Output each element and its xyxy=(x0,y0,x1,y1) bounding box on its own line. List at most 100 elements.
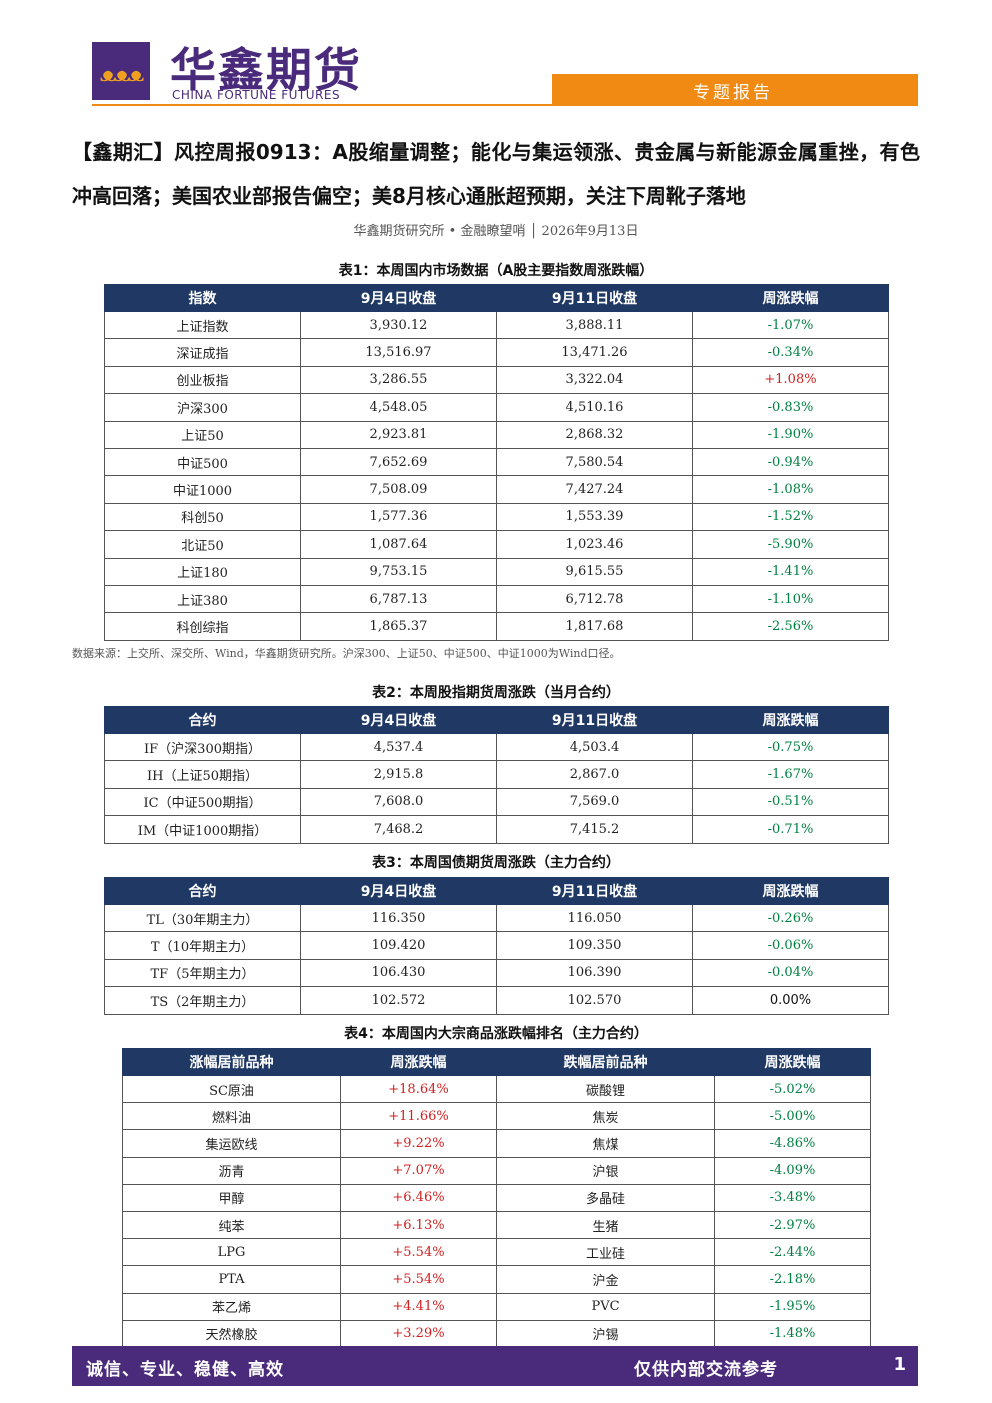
table-cell: 沥青 xyxy=(122,1156,341,1185)
table-cell: 碳酸锂 xyxy=(496,1074,715,1104)
table-cell: +7.07% xyxy=(340,1156,497,1185)
table3-caption: 表3：本周国债期货周涨跌（主力合约） xyxy=(372,855,620,871)
table-cell: 4,510.16 xyxy=(496,393,693,422)
table-cell: 创业板指 xyxy=(104,365,301,395)
table-cell: +11.66% xyxy=(340,1102,497,1131)
report-title: 【鑫期汇】风控周报0913：A股缩量调整；能化与集运领涨、贵金属与新能源金属重挫… xyxy=(72,140,920,208)
table-cell: 沪银 xyxy=(496,1156,715,1185)
table-cell: 106.430 xyxy=(300,958,497,988)
table2-caption: 表2：本周股指期货周涨跌（当月合约） xyxy=(372,685,620,701)
table-row: TL（30年期主力） 116.350 116.050 -0.26% xyxy=(104,903,889,933)
table-cell: -2.56% xyxy=(692,612,889,641)
table-cell: -1.90% xyxy=(692,420,889,449)
column-header: 9月4日收盘 xyxy=(300,284,497,312)
table-cell: -1.95% xyxy=(714,1292,871,1321)
table-cell: 7,427.24 xyxy=(496,475,693,504)
table-cell: 天然橡胶 xyxy=(122,1319,341,1348)
table-cell: 2,867.0 xyxy=(496,760,693,789)
table-cell: -1.10% xyxy=(692,584,889,614)
table-cell: -2.18% xyxy=(714,1265,871,1294)
table2-index-futures: 合约 9月4日收盘 9月11日收盘 周涨跌幅 IF（沪深300期指） 4,537.4 4,5… xyxy=(104,706,889,844)
table-row: 沪深300 4,548.05 4,510.16 -0.83% xyxy=(104,393,889,422)
table-cell: 科创50 xyxy=(104,502,301,532)
table-cell: 3,322.04 xyxy=(496,365,693,395)
table-cell: LPG xyxy=(122,1238,341,1267)
table-cell: +18.64% xyxy=(340,1074,497,1104)
table4-commodity-ranking: 涨幅居前品种 周涨跌幅 跌幅居前品种 周涨跌幅 SC原油 +18.64% 碳酸锂 -5.02%… xyxy=(122,1048,871,1348)
table-cell: -1.41% xyxy=(692,557,889,586)
table-cell: 9,615.55 xyxy=(496,557,693,586)
table-cell: 102.570 xyxy=(496,986,693,1015)
table-cell: 2,915.8 xyxy=(300,760,497,789)
table-header-row: 合约 9月4日收盘 9月11日收盘 周涨跌幅 xyxy=(104,706,889,734)
table-row: 北证50 1,087.64 1,023.46 -5.90% xyxy=(104,530,889,559)
table-cell: 上证180 xyxy=(104,557,301,586)
table-cell: -1.52% xyxy=(692,502,889,532)
footer-slogan: 诚信、专业、稳健、高效 xyxy=(86,1360,284,1380)
table-cell: +3.29% xyxy=(340,1319,497,1348)
table-cell: +6.46% xyxy=(340,1183,497,1212)
table-cell: 甲醇 xyxy=(122,1183,341,1212)
table-row: 深证成指 13,516.97 13,471.26 -0.34% xyxy=(104,338,889,367)
table-cell: TS（2年期主力） xyxy=(104,986,301,1015)
table-cell: -0.51% xyxy=(692,787,889,817)
table-cell: 13,471.26 xyxy=(496,338,693,367)
table-cell: 中证1000 xyxy=(104,475,301,504)
table-cell: 上证380 xyxy=(104,584,301,614)
table-cell: +9.22% xyxy=(340,1129,497,1158)
table-cell: +6.13% xyxy=(340,1210,497,1240)
table-cell: -1.07% xyxy=(692,310,889,340)
column-header: 跌幅居前品种 xyxy=(496,1048,715,1076)
table-cell: +1.08% xyxy=(692,365,889,395)
table-cell: +4.41% xyxy=(340,1292,497,1321)
table-cell: 纯苯 xyxy=(122,1210,341,1240)
table-cell: 7,508.09 xyxy=(300,475,497,504)
table-cell: 0.00% xyxy=(692,986,889,1015)
column-header: 合约 xyxy=(104,877,301,905)
table-cell: 102.572 xyxy=(300,986,497,1015)
table-cell: 沪锡 xyxy=(496,1319,715,1348)
table-header-row: 指数 9月4日收盘 9月11日收盘 周涨跌幅 xyxy=(104,284,889,312)
table-header-row: 合约 9月4日收盘 9月11日收盘 周涨跌幅 xyxy=(104,877,889,905)
table-row: IC（中证500期指） 7,608.0 7,569.0 -0.51% xyxy=(104,787,889,817)
table-cell: 7,608.0 xyxy=(300,787,497,817)
table-cell: 109.350 xyxy=(496,931,693,960)
table-cell: 6,787.13 xyxy=(300,584,497,614)
table-cell: -0.83% xyxy=(692,393,889,422)
table-cell: 13,516.97 xyxy=(300,338,497,367)
table-cell: 1,553.39 xyxy=(496,502,693,532)
table-cell: 沪金 xyxy=(496,1265,715,1294)
page-footer: 诚信、专业、稳健、高效 仅供内部交流参考 1 xyxy=(72,1346,918,1386)
table-cell: 中证500 xyxy=(104,447,301,477)
table-cell: 9,753.15 xyxy=(300,557,497,586)
table3-bond-futures: 合约 9月4日收盘 9月11日收盘 周涨跌幅 TL（30年期主力） 116.350 116.… xyxy=(104,877,889,1015)
table-cell: 燃料油 xyxy=(122,1102,341,1131)
table-cell: -0.04% xyxy=(692,958,889,988)
table-cell: 6,712.78 xyxy=(496,584,693,614)
brand-name-en: CHINA FORTUNE FUTURES xyxy=(172,88,341,102)
table-row: TS（2年期主力） 102.572 102.570 0.00% xyxy=(104,986,889,1015)
table-cell: IF（沪深300期指） xyxy=(104,732,301,762)
table-cell: 3,888.11 xyxy=(496,310,693,340)
column-header: 涨幅居前品种 xyxy=(122,1048,341,1076)
table-cell: -3.48% xyxy=(714,1183,871,1212)
table-cell: -5.00% xyxy=(714,1102,871,1131)
table-cell: 3,930.12 xyxy=(300,310,497,340)
table-cell: -0.34% xyxy=(692,338,889,367)
table-cell: 沪深300 xyxy=(104,393,301,422)
table-row: 中证500 7,652.69 7,580.54 -0.94% xyxy=(104,447,889,477)
table-cell: 1,577.36 xyxy=(300,502,497,532)
table-cell: 深证成指 xyxy=(104,338,301,367)
table-cell: 116.350 xyxy=(300,903,497,933)
table-row: 科创综指 1,865.37 1,817.68 -2.56% xyxy=(104,612,889,641)
table-cell: TF（5年期主力） xyxy=(104,958,301,988)
table-row: IF（沪深300期指） 4,537.4 4,503.4 -0.75% xyxy=(104,732,889,762)
table-row: IM（中证1000期指） 7,468.2 7,415.2 -0.71% xyxy=(104,815,889,844)
table-cell: T（10年期主力） xyxy=(104,931,301,960)
table-cell: 4,503.4 xyxy=(496,732,693,762)
table-row: 上证380 6,787.13 6,712.78 -1.10% xyxy=(104,584,889,614)
table-row: PTA +5.54% 沪金 -2.18% xyxy=(122,1265,871,1294)
column-header: 9月11日收盘 xyxy=(496,284,693,312)
table-cell: 苯乙烯 xyxy=(122,1292,341,1321)
table-cell: 集运欧线 xyxy=(122,1129,341,1158)
